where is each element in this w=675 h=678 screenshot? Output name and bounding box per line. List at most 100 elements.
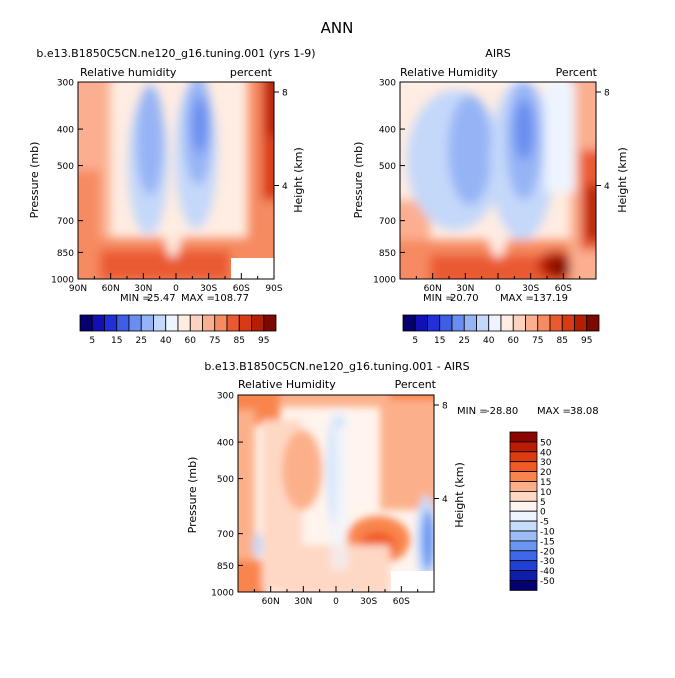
x-tick-label: 0 [333,597,339,607]
max-label: MAX = [500,293,534,304]
y-tick-label: 500 [57,162,74,172]
x-tick-label: 30S [360,597,377,607]
colorbar-swatch [509,461,538,473]
x-tick-label: 30N [294,597,312,607]
colorbar-swatch [214,314,228,332]
colorbar-swatch [574,314,588,332]
figure-title: ANN [321,19,354,37]
y-tick-label: 300 [379,79,396,89]
colorbar-swatch [116,314,130,332]
colorbar-label: 95 [258,336,269,346]
y-tick-label: 1000 [373,276,396,286]
x-tick-label: 30S [522,284,539,294]
colorbar-label: 75 [209,336,220,346]
panel-model: b.e13.B1850C5CN.ne120_g16.tuning.001 (yr… [28,47,316,346]
colorbar-swatch [549,314,563,332]
colorbar-label: -50 [540,577,555,587]
y-tick-label: 400 [217,439,234,449]
left-label: Relative Humidity [238,378,336,391]
min-label: MIN = [457,406,488,417]
colorbar-swatch [263,314,277,332]
colorbar-label: 95 [581,336,592,346]
colorbar-swatch [189,314,203,332]
x-tick-label: 30N [456,284,474,294]
colorbar-swatch [509,431,538,443]
x-tick-label: 30S [200,284,217,294]
y-tick-label: 1000 [51,276,74,286]
y2-tick-label: 8 [604,89,610,99]
y2-tick-label: 8 [282,89,288,99]
min-label: MIN = [120,293,151,304]
y2-tick-label: 4 [442,495,448,505]
colorbar-label: 15 [540,478,551,488]
y-axis-label: Pressure (mb) [352,142,365,219]
min-label: MIN = [423,293,454,304]
colorbar-label: -30 [540,557,555,567]
colorbar-swatch [512,314,526,332]
colorbar-swatch [500,314,514,332]
colorbar-swatch [439,314,453,332]
colorbar-label: -40 [540,567,555,577]
y-tick-label: 850 [217,562,234,572]
colorbar-swatch [251,314,265,332]
colorbar-swatch [177,314,191,332]
x-tick-label: 0 [495,284,501,294]
colorbar: 5 15 25 40 60 75 85 95 [79,314,277,346]
y2-axis-ticks: 84 [596,89,610,192]
colorbar-label: 40 [540,448,552,458]
colorbar-swatch [525,314,539,332]
x-tick-label: 90S [265,284,282,294]
panel-difference: b.e13.B1850C5CN.ne120_g16.tuning.001 - A… [186,360,599,607]
colorbar-label: -10 [540,528,555,538]
y2-tick-label: 8 [442,402,448,412]
colorbar-swatch [509,580,538,591]
max-value: 38.08 [570,406,599,417]
x-tick-label: 60S [555,284,572,294]
colorbar-label: 30 [540,458,552,468]
min-value: -28.80 [486,406,518,417]
x-axis-ticks: 60N 30N 0 30S 60S [253,586,419,607]
panel-airs: AIRS Relative Humidity Percent [352,47,629,346]
y-tick-label: 400 [379,126,396,136]
colorbar-swatch [509,471,538,482]
x-tick-label: 60N [262,597,280,607]
colorbar-swatch [509,500,538,512]
colorbar-swatch [509,560,538,572]
colorbar-label: 75 [532,336,543,346]
colorbar-label: 15 [111,336,122,346]
colorbar-swatch [509,520,538,532]
colorbar-label: 15 [434,336,445,346]
y-axis-ticks: 300 400 500 700 850 1000 [51,79,83,286]
x-axis-ticks: 60N 30N 0 30S 60S [415,273,581,294]
y2-tick-label: 4 [604,182,610,192]
colorbar-swatch [202,314,216,332]
max-label: MAX = [181,293,215,304]
colorbar-swatch [476,314,490,332]
colorbar-swatch [509,540,538,552]
colorbar-label: -20 [540,547,555,557]
x-tick-label: 90N [69,284,87,294]
colorbar-swatch [226,314,240,332]
x-axis-ticks: 90N 60N 30N 0 30S 60S 90S [69,273,283,294]
colorbar-swatch [140,314,154,332]
colorbar-swatch [561,314,575,332]
min-value: 20.70 [450,293,479,304]
colorbar-swatch [509,441,538,453]
colorbar-swatch [509,550,538,562]
left-label: Relative humidity [80,66,177,79]
colorbar-label: 60 [185,336,197,346]
y2-axis-label: Height (km) [292,147,305,213]
colorbar-label: 50 [540,438,552,448]
colorbar-label: 85 [234,336,245,346]
colorbar-label: 40 [160,336,172,346]
colorbar-swatch [509,530,538,542]
panel-title: b.e13.B1850C5CN.ne120_g16.tuning.001 (yr… [36,47,315,60]
colorbar-label: 0 [540,508,546,518]
colorbar-label: 85 [557,336,568,346]
panel-title: b.e13.B1850C5CN.ne120_g16.tuning.001 - A… [204,360,469,373]
contour-field [238,395,434,592]
min-value: 25.47 [147,293,176,304]
y-tick-label: 700 [379,217,396,227]
